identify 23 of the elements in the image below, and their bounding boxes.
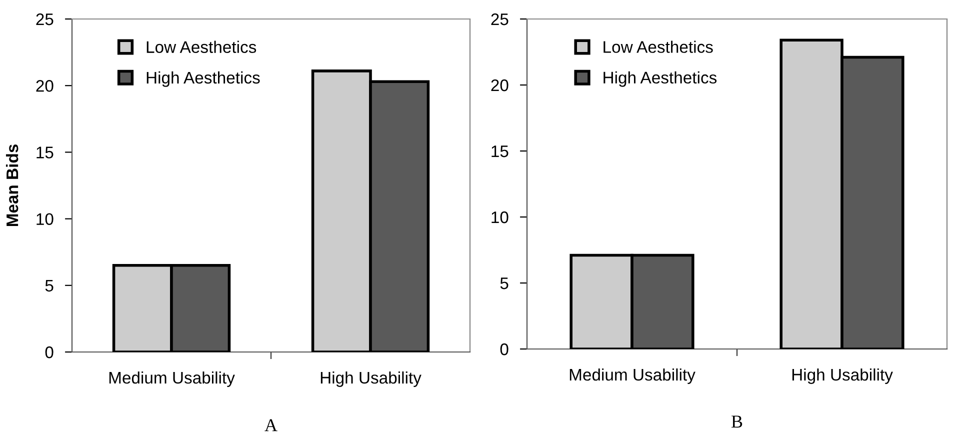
y-tick-label: 10: [36, 213, 54, 226]
text: A: [264, 419, 278, 432]
y-tick-label: 0: [500, 343, 508, 356]
y-tick-label: 25: [491, 13, 508, 26]
y-tick-label: 15: [36, 146, 54, 158]
y-tick-label: 5: [500, 278, 508, 290]
x-tick-label: Medium Usability: [570, 368, 696, 384]
y-axis-title: Mean Bids: [6, 144, 18, 226]
y-tick-label: 0: [45, 346, 54, 358]
y-tick-label: 15: [492, 146, 508, 158]
x-tick-label: Medium Usability: [109, 371, 235, 387]
legend-label: Low Aesthetics: [146, 40, 256, 53]
y-tick-label: 20: [36, 80, 54, 92]
legend-label: Low Aesthetics: [604, 40, 713, 53]
legend-label: High Aesthetics: [146, 71, 260, 87]
x-tick-label: High Usability: [320, 371, 422, 387]
y-tick-label: 10: [492, 211, 508, 224]
legend-label: High Aesthetics: [604, 71, 717, 87]
y-tick-label: 20: [491, 79, 508, 92]
x-tick-label: High Usability: [792, 368, 893, 384]
y-tick-label: 5: [45, 280, 54, 292]
y-tick-label: 25: [36, 13, 54, 26]
text: B: [731, 416, 742, 428]
